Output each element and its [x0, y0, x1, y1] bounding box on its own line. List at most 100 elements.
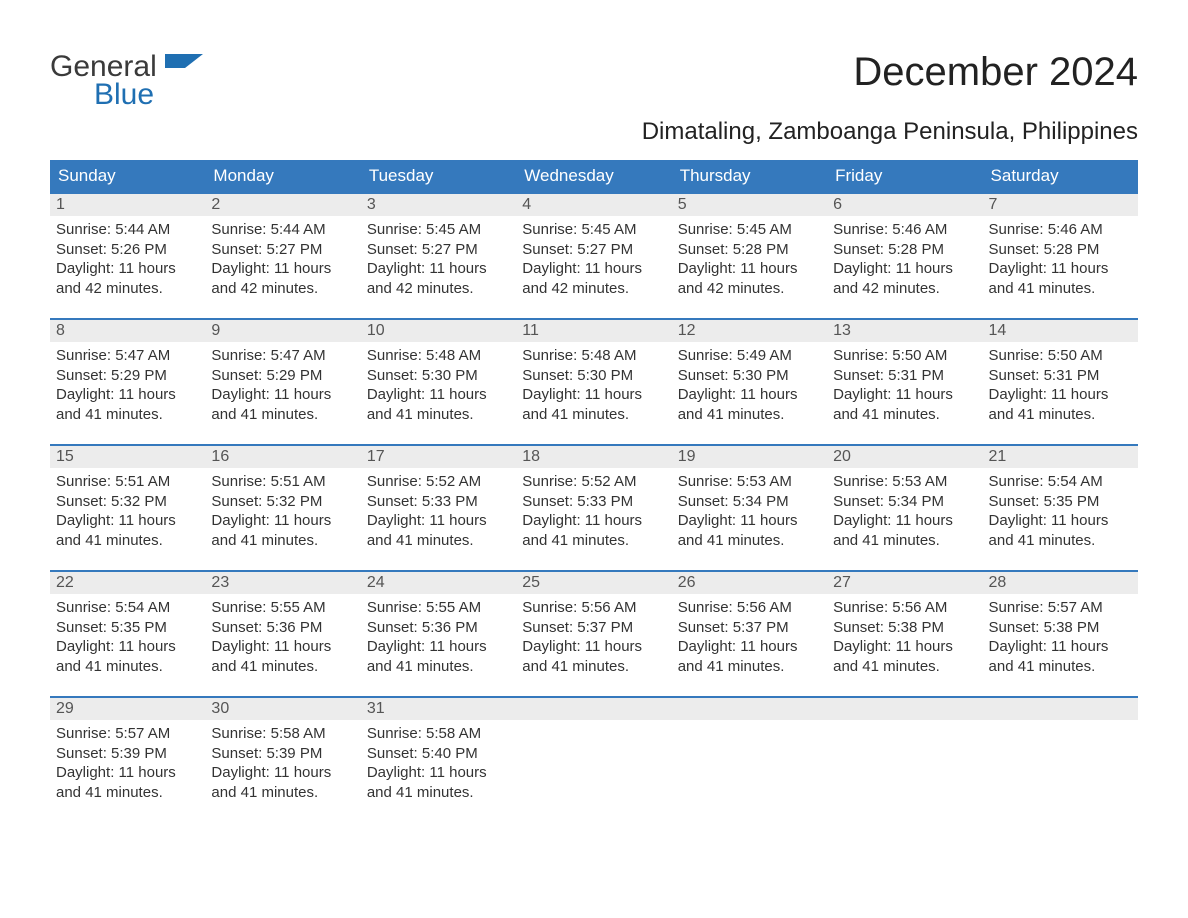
day-sunrise: Sunrise: 5:56 AM	[522, 598, 665, 618]
day-daylight1: Daylight: 11 hours	[989, 385, 1132, 405]
day-body: Sunrise: 5:46 AMSunset: 5:28 PMDaylight:…	[983, 216, 1138, 306]
day-number: 18	[516, 446, 671, 468]
day-body: Sunrise: 5:48 AMSunset: 5:30 PMDaylight:…	[361, 342, 516, 432]
day-sunrise: Sunrise: 5:50 AM	[833, 346, 976, 366]
day-cell: 16Sunrise: 5:51 AMSunset: 5:32 PMDayligh…	[205, 446, 360, 570]
day-cell: 22Sunrise: 5:54 AMSunset: 5:35 PMDayligh…	[50, 572, 205, 696]
day-body: Sunrise: 5:58 AMSunset: 5:39 PMDaylight:…	[205, 720, 360, 810]
day-sunrise: Sunrise: 5:44 AM	[56, 220, 199, 240]
day-daylight2: and 41 minutes.	[56, 531, 199, 551]
week-row: 8Sunrise: 5:47 AMSunset: 5:29 PMDaylight…	[50, 318, 1138, 444]
day-body: Sunrise: 5:50 AMSunset: 5:31 PMDaylight:…	[983, 342, 1138, 432]
day-daylight2: and 41 minutes.	[211, 657, 354, 677]
day-sunset: Sunset: 5:34 PM	[833, 492, 976, 512]
day-daylight1: Daylight: 11 hours	[56, 637, 199, 657]
day-daylight1: Daylight: 11 hours	[989, 511, 1132, 531]
day-daylight1: Daylight: 11 hours	[211, 259, 354, 279]
page-title: December 2024	[853, 50, 1138, 95]
day-body: Sunrise: 5:45 AMSunset: 5:27 PMDaylight:…	[516, 216, 671, 306]
weekday-header: Saturday	[983, 160, 1138, 192]
day-sunrise: Sunrise: 5:49 AM	[678, 346, 821, 366]
day-sunrise: Sunrise: 5:56 AM	[833, 598, 976, 618]
day-body: Sunrise: 5:56 AMSunset: 5:37 PMDaylight:…	[672, 594, 827, 684]
day-daylight2: and 41 minutes.	[522, 405, 665, 425]
day-daylight2: and 41 minutes.	[211, 783, 354, 803]
day-number: 8	[50, 320, 205, 342]
weekday-header-row: Sunday Monday Tuesday Wednesday Thursday…	[50, 160, 1138, 192]
day-cell: 15Sunrise: 5:51 AMSunset: 5:32 PMDayligh…	[50, 446, 205, 570]
day-daylight2: and 41 minutes.	[211, 405, 354, 425]
day-cell: 28Sunrise: 5:57 AMSunset: 5:38 PMDayligh…	[983, 572, 1138, 696]
day-cell: 1Sunrise: 5:44 AMSunset: 5:26 PMDaylight…	[50, 194, 205, 318]
day-cell: 6Sunrise: 5:46 AMSunset: 5:28 PMDaylight…	[827, 194, 982, 318]
day-sunrise: Sunrise: 5:45 AM	[367, 220, 510, 240]
day-body: Sunrise: 5:51 AMSunset: 5:32 PMDaylight:…	[205, 468, 360, 558]
day-cell: 8Sunrise: 5:47 AMSunset: 5:29 PMDaylight…	[50, 320, 205, 444]
day-body	[672, 720, 827, 732]
weekday-header: Wednesday	[516, 160, 671, 192]
day-body: Sunrise: 5:58 AMSunset: 5:40 PMDaylight:…	[361, 720, 516, 810]
day-cell: 24Sunrise: 5:55 AMSunset: 5:36 PMDayligh…	[361, 572, 516, 696]
day-sunrise: Sunrise: 5:50 AM	[989, 346, 1132, 366]
day-daylight2: and 42 minutes.	[833, 279, 976, 299]
day-sunset: Sunset: 5:38 PM	[989, 618, 1132, 638]
day-daylight1: Daylight: 11 hours	[211, 385, 354, 405]
day-body: Sunrise: 5:51 AMSunset: 5:32 PMDaylight:…	[50, 468, 205, 558]
day-daylight2: and 41 minutes.	[989, 279, 1132, 299]
day-number: 31	[361, 698, 516, 720]
day-number: 24	[361, 572, 516, 594]
day-sunset: Sunset: 5:39 PM	[211, 744, 354, 764]
day-body: Sunrise: 5:45 AMSunset: 5:27 PMDaylight:…	[361, 216, 516, 306]
weekday-header: Friday	[827, 160, 982, 192]
day-body: Sunrise: 5:53 AMSunset: 5:34 PMDaylight:…	[827, 468, 982, 558]
day-sunset: Sunset: 5:30 PM	[522, 366, 665, 386]
day-daylight2: and 42 minutes.	[678, 279, 821, 299]
day-sunset: Sunset: 5:38 PM	[833, 618, 976, 638]
day-sunset: Sunset: 5:36 PM	[211, 618, 354, 638]
day-number: 12	[672, 320, 827, 342]
day-daylight1: Daylight: 11 hours	[678, 637, 821, 657]
day-body: Sunrise: 5:54 AMSunset: 5:35 PMDaylight:…	[50, 594, 205, 684]
day-number: 2	[205, 194, 360, 216]
day-sunset: Sunset: 5:29 PM	[56, 366, 199, 386]
day-daylight2: and 42 minutes.	[367, 279, 510, 299]
day-body: Sunrise: 5:52 AMSunset: 5:33 PMDaylight:…	[516, 468, 671, 558]
day-number	[827, 698, 982, 720]
day-body: Sunrise: 5:53 AMSunset: 5:34 PMDaylight:…	[672, 468, 827, 558]
day-sunset: Sunset: 5:39 PM	[56, 744, 199, 764]
day-daylight1: Daylight: 11 hours	[211, 637, 354, 657]
day-daylight2: and 41 minutes.	[56, 657, 199, 677]
day-sunrise: Sunrise: 5:45 AM	[678, 220, 821, 240]
day-number: 25	[516, 572, 671, 594]
day-daylight2: and 41 minutes.	[678, 531, 821, 551]
day-sunset: Sunset: 5:35 PM	[56, 618, 199, 638]
day-number: 5	[672, 194, 827, 216]
day-cell: 5Sunrise: 5:45 AMSunset: 5:28 PMDaylight…	[672, 194, 827, 318]
day-sunrise: Sunrise: 5:55 AM	[211, 598, 354, 618]
logo: General Blue	[50, 50, 203, 112]
day-sunrise: Sunrise: 5:44 AM	[211, 220, 354, 240]
day-daylight1: Daylight: 11 hours	[833, 511, 976, 531]
day-sunrise: Sunrise: 5:52 AM	[522, 472, 665, 492]
day-cell: 26Sunrise: 5:56 AMSunset: 5:37 PMDayligh…	[672, 572, 827, 696]
day-daylight1: Daylight: 11 hours	[56, 763, 199, 783]
day-cell: 20Sunrise: 5:53 AMSunset: 5:34 PMDayligh…	[827, 446, 982, 570]
day-daylight2: and 42 minutes.	[211, 279, 354, 299]
day-sunrise: Sunrise: 5:52 AM	[367, 472, 510, 492]
day-number: 21	[983, 446, 1138, 468]
day-daylight1: Daylight: 11 hours	[989, 259, 1132, 279]
day-sunrise: Sunrise: 5:58 AM	[211, 724, 354, 744]
day-body: Sunrise: 5:47 AMSunset: 5:29 PMDaylight:…	[205, 342, 360, 432]
day-sunset: Sunset: 5:28 PM	[989, 240, 1132, 260]
day-number: 9	[205, 320, 360, 342]
day-daylight1: Daylight: 11 hours	[367, 763, 510, 783]
weekday-header: Tuesday	[361, 160, 516, 192]
day-number	[672, 698, 827, 720]
day-sunset: Sunset: 5:26 PM	[56, 240, 199, 260]
day-body: Sunrise: 5:55 AMSunset: 5:36 PMDaylight:…	[205, 594, 360, 684]
day-daylight1: Daylight: 11 hours	[678, 511, 821, 531]
day-number: 7	[983, 194, 1138, 216]
day-sunrise: Sunrise: 5:51 AM	[211, 472, 354, 492]
location-label: Dimataling, Zamboanga Peninsula, Philipp…	[50, 118, 1138, 146]
day-number: 1	[50, 194, 205, 216]
